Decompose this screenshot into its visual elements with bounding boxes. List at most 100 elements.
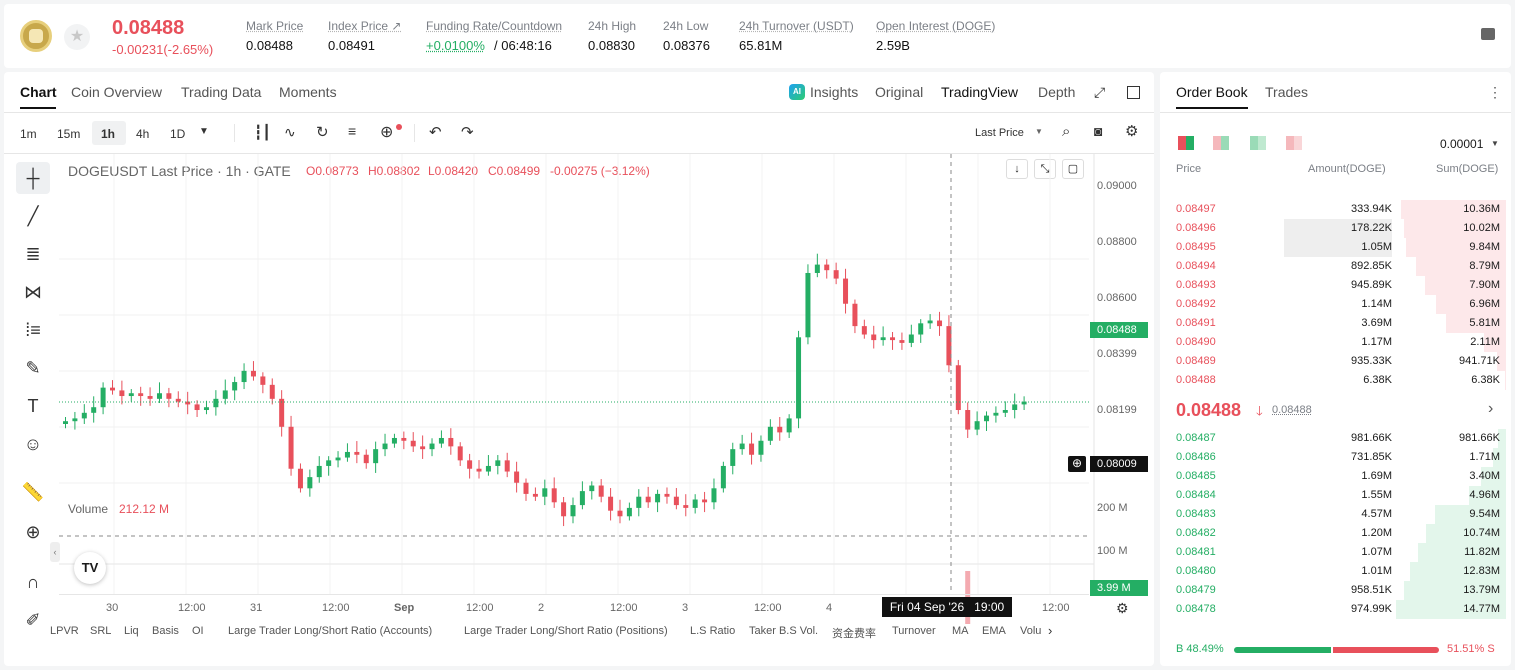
tab-original[interactable]: Original [875,84,924,100]
fib-tool-icon[interactable]: ≣ [25,244,41,264]
ask-row[interactable]: 0.08495 1.05M 9.84M [1176,238,1506,257]
indicators-icon[interactable]: ∿ [284,124,296,140]
ask-row[interactable]: 0.08494 892.85K 8.79M [1176,257,1506,276]
indicator-item[interactable]: L.S Ratio [690,625,736,637]
indicator-item[interactable]: Volu [1020,625,1042,637]
tab-trades[interactable]: Trades [1265,84,1309,100]
bid-row[interactable]: 0.08482 1.20M 10.74M [1176,524,1506,543]
chevron-down-icon[interactable]: ▼ [1035,127,1043,136]
bid-row[interactable]: 0.08478 974.99K 14.77M [1176,600,1506,619]
indicator-item[interactable]: LPVR [50,625,79,637]
trend-line-tool-icon[interactable]: ╱ [27,206,39,226]
pattern-tool-icon[interactable]: ⋈ [24,282,42,302]
ask-row[interactable]: 0.08489 935.33K 941.71K [1176,352,1506,371]
text-tool-icon[interactable]: T [27,396,39,416]
indicator-item[interactable]: Turnover [892,625,936,637]
bid-row[interactable]: 0.08485 1.69M 3.40M [1176,467,1506,486]
bid-row[interactable]: 0.08487 981.66K 981.66K [1176,429,1506,448]
view-mixed-icon[interactable] [1213,136,1229,150]
tab-moments[interactable]: Moments [279,84,337,100]
indicator-item[interactable]: Large Trader Long/Short Ratio (Accounts) [228,625,433,637]
precision-select[interactable]: 0.00001 [1440,137,1484,151]
tab-trading-data[interactable]: Trading Data [181,84,262,100]
view-both-icon[interactable] [1178,136,1194,150]
tab-coin-overview[interactable]: Coin Overview [71,84,163,100]
index-price-label[interactable]: Index Price ↗ [328,19,402,33]
indicator-item[interactable]: Taker B.S Vol. [749,625,819,637]
indicator-item[interactable]: Liq [124,625,139,637]
depth-bar [1418,543,1506,562]
ask-row[interactable]: 0.08492 1.14M 6.96M [1176,295,1506,314]
mark-price-label[interactable]: Mark Price [246,19,304,33]
ask-row[interactable]: 0.08490 1.17M 2.11M [1176,333,1506,352]
bid-price: 0.08485 [1176,470,1216,482]
indicator-item[interactable]: Basis [152,625,179,637]
fullscreen-icon[interactable] [1127,86,1140,99]
scroll-down-icon[interactable]: ↓ [1006,159,1028,179]
compare-icon[interactable]: ↻ [316,124,329,141]
templates-icon[interactable]: ≡ [348,123,357,139]
ruler-tool-icon[interactable]: 📏 [21,482,45,502]
maximize-icon[interactable]: ▢ [1062,159,1084,179]
more-icon[interactable]: ⋮ [1488,84,1502,100]
brush-tool-icon[interactable]: ✎ [25,358,41,378]
favorite-star-icon[interactable]: ★ [64,24,90,50]
redo-icon[interactable]: ↷ [461,124,474,141]
add-alert-icon[interactable]: ⊕ [1068,456,1086,472]
tab-tradingview[interactable]: TradingView [941,84,1019,100]
add-indicator-icon[interactable]: ⊕ [380,124,394,141]
funding-rate-label[interactable]: Funding Rate/Countdown [426,19,563,33]
crosshair-tool-icon[interactable]: ┼ [16,162,50,194]
undo-icon[interactable]: ↶ [429,124,442,141]
bid-row[interactable]: 0.08486 731.85K 1.71M [1176,448,1506,467]
bid-row[interactable]: 0.08483 4.57M 9.54M [1176,505,1506,524]
collapse-toolbar-icon[interactable]: ‹ [50,542,60,562]
collapse-icon[interactable]: ⤡ [1034,159,1056,179]
magnet-tool-icon[interactable]: ∩ [26,572,40,592]
candlestick-chart[interactable] [59,154,1154,624]
expand-icon[interactable]: ⤢ [1094,84,1106,100]
interval-1h[interactable]: 1h [101,127,116,141]
interval-dropdown-icon[interactable]: ▼ [199,126,209,137]
bid-row[interactable]: 0.08481 1.07M 11.82M [1176,543,1506,562]
tab-insights[interactable]: Insights [810,84,859,100]
interval-1m[interactable]: 1m [20,127,37,141]
tab-depth[interactable]: Depth [1038,84,1076,100]
ask-row[interactable]: 0.08493 945.89K 7.90M [1176,276,1506,295]
search-icon[interactable]: ⌕ [1062,123,1071,140]
indicator-item[interactable]: Large Trader Long/Short Ratio (Positions… [464,625,668,637]
tab-chart[interactable]: Chart [20,84,57,100]
ask-row[interactable]: 0.08488 6.38K 6.38K [1176,371,1506,390]
interval-4h[interactable]: 4h [136,127,150,141]
emoji-tool-icon[interactable]: ☺ [23,434,43,454]
ask-row[interactable]: 0.08497 333.94K 10.36M [1176,200,1506,219]
candles-icon[interactable]: ┇┃ [254,124,271,140]
zoom-tool-icon[interactable]: ⊕ [25,522,41,542]
settings-icon[interactable]: ⚙ [1116,600,1129,616]
pencil-lock-icon[interactable]: ✐ [25,610,41,630]
indicator-item[interactable]: MA [952,625,969,637]
gear-icon[interactable]: ⚙ [1125,123,1139,140]
bid-row[interactable]: 0.08484 1.55M 4.96M [1176,486,1506,505]
view-bids-icon[interactable] [1250,136,1266,150]
book-icon[interactable] [1481,28,1495,40]
price-source-select[interactable]: Last Price [975,127,1024,139]
indicator-item[interactable]: SRL [90,625,112,637]
indicator-item[interactable]: EMA [982,625,1006,637]
view-asks-icon[interactable] [1286,136,1302,150]
indicator-item[interactable]: 资金费率 [832,628,876,640]
chevron-down-icon[interactable]: ▼ [1491,139,1499,148]
camera-icon[interactable]: ◙ [1094,123,1103,139]
indicator-item[interactable]: OI [192,625,204,637]
bid-row[interactable]: 0.08480 1.01M 12.83M [1176,562,1506,581]
bid-row[interactable]: 0.08479 958.51K 13.79M [1176,581,1506,600]
chevron-right-icon[interactable]: › [1048,623,1053,638]
ask-row[interactable]: 0.08491 3.69M 5.81M [1176,314,1506,333]
interval-15m[interactable]: 15m [57,127,81,141]
chevron-right-icon[interactable]: › [1488,400,1494,417]
ask-row[interactable]: 0.08496 178.22K 10.02M [1176,219,1506,238]
tradingview-logo-icon[interactable]: TV [74,552,106,584]
interval-1d[interactable]: 1D [170,127,186,141]
position-tool-icon[interactable]: ⁞≡ [25,320,41,340]
tab-order-book[interactable]: Order Book [1176,84,1248,100]
